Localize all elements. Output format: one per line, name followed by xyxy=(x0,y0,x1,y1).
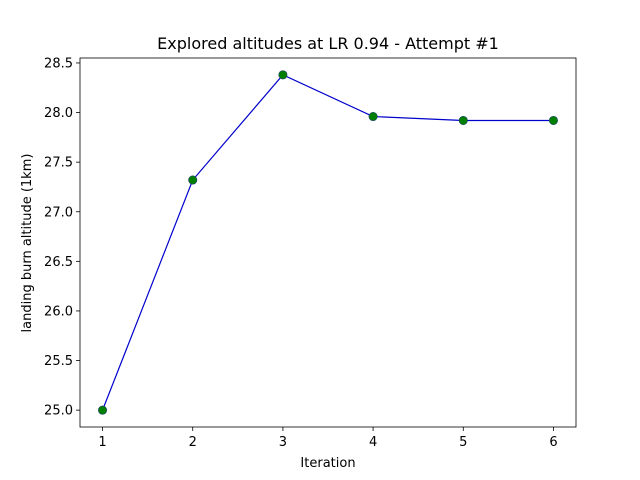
data-point xyxy=(368,112,378,122)
x-axis-label: Iteration xyxy=(300,456,355,471)
series-line xyxy=(101,74,554,411)
y-tick-label: 25.0 xyxy=(44,404,73,419)
chart-title: Explored altitudes at LR 0.94 - Attempt … xyxy=(157,34,499,53)
x-tick-label: 3 xyxy=(279,435,287,450)
y-axis-label: landing burn altitude (1km) xyxy=(20,154,35,333)
x-tick-label: 4 xyxy=(369,435,377,450)
y-tick-label: 27.0 xyxy=(44,205,73,220)
y-tick-label: 26.5 xyxy=(44,255,73,270)
y-tick-label: 28.0 xyxy=(44,106,73,121)
data-point xyxy=(458,115,468,125)
x-tick-label: 2 xyxy=(189,435,197,450)
data-point xyxy=(548,115,558,125)
axes-frame xyxy=(79,57,577,428)
data-point xyxy=(188,175,198,185)
x-tick-label: 6 xyxy=(549,435,557,450)
x-tick-label: 1 xyxy=(98,435,106,450)
y-tick-label: 26.0 xyxy=(44,304,73,319)
y-tick-label: 25.5 xyxy=(44,354,73,369)
data-point xyxy=(278,70,288,80)
data-point xyxy=(98,405,108,415)
y-tick-label: 28.5 xyxy=(44,56,73,71)
x-tick-label: 5 xyxy=(459,435,467,450)
y-tick-label: 27.5 xyxy=(44,156,73,171)
plot-area: 25.0 25.5 26.0 26.5 27.0 27.5 28.0 28.5 1 2 3 4 5 6 xyxy=(44,56,577,450)
